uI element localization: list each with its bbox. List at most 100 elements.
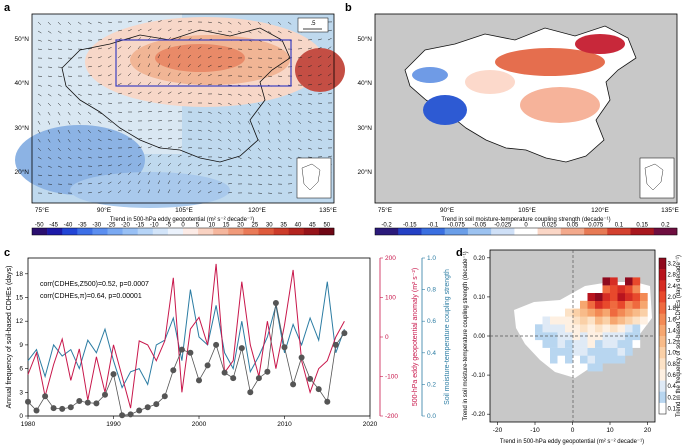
wind-vector — [147, 138, 152, 140]
wind-vector — [37, 174, 43, 176]
panel-b-colorbar-tick-label: -0.05 — [473, 223, 487, 229]
wind-vector — [237, 21, 242, 25]
wind-vector — [117, 138, 122, 140]
wind-vector — [97, 102, 102, 105]
panel-d-colorbar-swatch — [659, 347, 666, 359]
panel-c-right-tick-label: 0.8 — [427, 287, 436, 294]
wind-vector — [117, 181, 122, 185]
wind-vector — [267, 138, 271, 143]
panel-b-colorbar-tick-label: -0.025 — [494, 223, 512, 229]
panel-d-cell — [587, 293, 596, 301]
wind-vector — [287, 93, 292, 96]
panel-c-cdhe-point — [264, 368, 271, 375]
panel-d-cell — [565, 308, 573, 317]
wind-vector — [247, 48, 252, 50]
wind-vector — [57, 174, 62, 177]
wind-vector — [267, 165, 272, 168]
wind-vector — [57, 165, 62, 168]
wind-vector — [327, 138, 333, 140]
panel-a-colorbar-tick-label: 5 — [196, 223, 200, 229]
panel-d-cell — [602, 293, 611, 301]
wind-vector — [47, 129, 51, 134]
wind-vector — [217, 173, 222, 176]
wind-vector — [87, 182, 92, 185]
panel-c-cdhe-point — [59, 405, 66, 412]
wind-vector — [167, 45, 171, 50]
wind-vector — [307, 65, 312, 68]
wind-vector — [47, 21, 51, 26]
wind-vector — [217, 120, 222, 124]
panel-a: a .5 50°N 40°N 30°N 20°N 75 — [4, 2, 345, 236]
panel-d-cell — [602, 300, 611, 309]
wind-vector — [117, 46, 122, 50]
panel-d-colorbar-tick-label: 0.8 — [668, 362, 677, 368]
panel-a-colorbar-swatch — [258, 228, 274, 235]
panel-d-colorbar-tick-label: 2.4 — [668, 284, 677, 290]
wind-vector — [297, 111, 302, 115]
panel-d-cell — [595, 355, 603, 364]
panel-d-x-tick-label: 0 — [571, 427, 575, 434]
panel-a-lon-120: 120°E — [248, 206, 266, 214]
wind-vector — [287, 30, 292, 33]
panel-d-cell — [617, 347, 626, 356]
wind-vector — [167, 154, 172, 158]
panel-c-cdhe-point — [230, 375, 237, 382]
wind-vector — [67, 156, 72, 160]
wind-vector — [307, 129, 312, 133]
panel-b-colorbar-tick-label: -0.075 — [448, 223, 466, 229]
panel-d-cell — [565, 332, 573, 341]
panel-d-cell — [610, 339, 618, 348]
panel-b-colorbar-swatch — [560, 228, 585, 235]
panel-d-colorbar-tick-label: 0.2 — [668, 395, 677, 401]
wind-vector — [127, 147, 132, 149]
wind-vector — [67, 111, 71, 116]
wind-vector — [147, 91, 152, 95]
panel-d-cell — [542, 324, 551, 333]
panel-d-cell — [565, 316, 573, 325]
wind-vector — [177, 91, 182, 95]
panel-d-cell — [640, 300, 648, 309]
wind-vector — [97, 147, 102, 150]
panel-a-lon-135: 135°E — [319, 206, 337, 214]
panel-a-shade-east — [295, 48, 345, 92]
wind-vector — [127, 155, 132, 158]
panel-d-cell — [610, 324, 618, 333]
wind-vector — [137, 180, 141, 185]
wind-vector — [207, 47, 212, 50]
panel-d-cell — [587, 363, 596, 372]
wind-vector — [207, 111, 212, 114]
panel-d-cell — [587, 355, 596, 364]
panel-a-colorbar-swatch — [137, 228, 154, 235]
wind-vector — [97, 47, 102, 50]
wind-vector — [267, 21, 271, 26]
panel-a-lat-30: 30°N — [14, 124, 29, 132]
panel-c-z500-line — [27, 263, 345, 409]
wind-vector — [207, 83, 212, 86]
panel-d-cell — [587, 316, 596, 325]
wind-vector — [167, 20, 172, 23]
panel-d-cell — [640, 308, 648, 317]
wind-vector — [127, 46, 132, 50]
wind-vector — [267, 30, 272, 34]
panel-c-middle-tick-label: 0 — [385, 334, 389, 341]
wind-vector — [57, 129, 61, 134]
wind-vector — [297, 65, 302, 68]
wind-vector — [57, 120, 61, 125]
wind-vector — [147, 101, 152, 104]
wind-vector — [227, 156, 232, 159]
wind-vector — [127, 172, 132, 176]
panel-d-cell — [587, 300, 596, 309]
wind-vector — [217, 138, 222, 142]
panel-d-colorbar-swatch — [659, 336, 666, 348]
wind-vector — [267, 129, 271, 134]
panel-d-colorbar-swatch — [659, 302, 666, 314]
panel-d-cell — [632, 277, 641, 286]
wind-vector — [67, 75, 73, 77]
wind-vector — [137, 20, 142, 23]
wind-vector — [157, 28, 162, 32]
wind-vector — [127, 102, 132, 104]
wind-vector — [167, 91, 172, 95]
wind-vector — [67, 84, 72, 87]
panel-d-cell — [610, 332, 618, 341]
wind-vector — [227, 192, 232, 194]
